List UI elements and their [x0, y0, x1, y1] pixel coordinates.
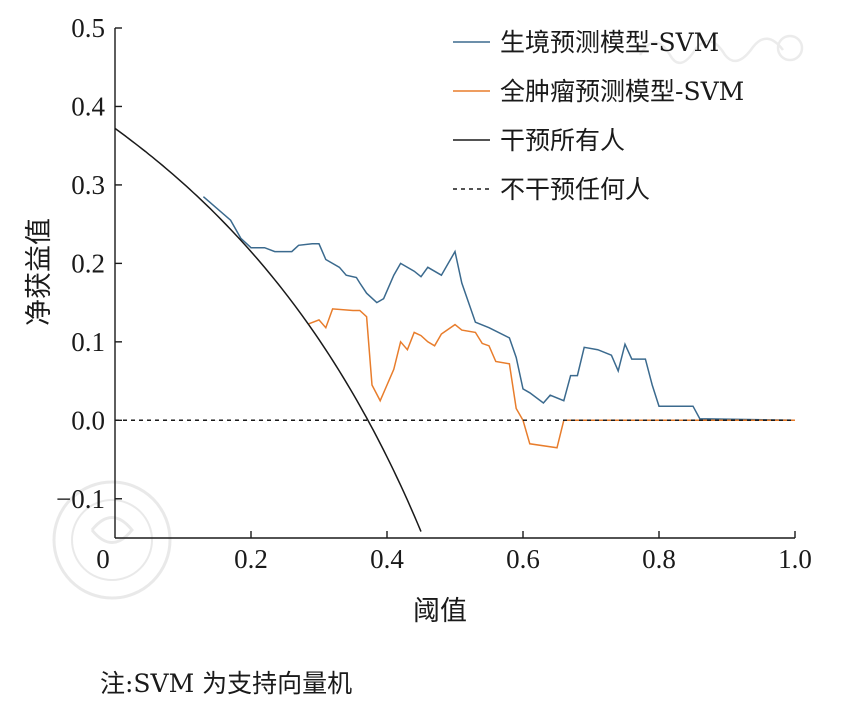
x-tick-label: 1.0	[778, 544, 812, 574]
watermark-script-icon	[638, 34, 804, 64]
y-tick-label: 0.5	[71, 13, 105, 43]
legend-label: 不干预任何人	[500, 175, 650, 204]
y-ticks: 0.5 0.4 0.3 0.2 0.1 0.0 −0.1	[56, 13, 122, 514]
series-line-2	[115, 127, 422, 532]
y-tick-label: 0.0	[71, 405, 105, 435]
x-tick-label: 0.2	[234, 544, 268, 574]
series-line-1	[308, 308, 795, 449]
series-line-0	[202, 196, 795, 422]
decision-curve-chart: 0 0.2 0.4 0.6 0.8 1.0 0.50.40.30.20.10.0−0.1 …	[24, 13, 812, 627]
x-tick-label: 0	[96, 544, 110, 574]
y-tick-label: 0.4	[71, 91, 105, 121]
series-layer	[115, 127, 795, 532]
y-tick-label: 0.1	[71, 327, 105, 357]
x-tick-label: 0.6	[506, 544, 540, 574]
legend-label: 生境预测模型-SVM	[500, 28, 719, 57]
y-axis-title: 净获益值	[24, 218, 55, 326]
y-tick-label: 0.3	[71, 170, 105, 200]
watermark-seal-icon	[52, 480, 172, 600]
y-tick-label: −0.1	[56, 484, 105, 514]
legend-label: 全肿瘤预测模型-SVM	[500, 77, 744, 106]
x-tick-label: 0.8	[642, 544, 676, 574]
x-tick-label: 0.4	[370, 544, 404, 574]
x-axis-title: 阈值	[413, 596, 467, 627]
y-tick-label: 0.2	[71, 248, 105, 278]
legend-label: 干预所有人	[500, 126, 625, 155]
x-ticks: 0 0.2 0.4 0.6 0.8 1.0	[96, 531, 812, 574]
footnote: 注:SVM 为支持向量机	[100, 669, 353, 698]
